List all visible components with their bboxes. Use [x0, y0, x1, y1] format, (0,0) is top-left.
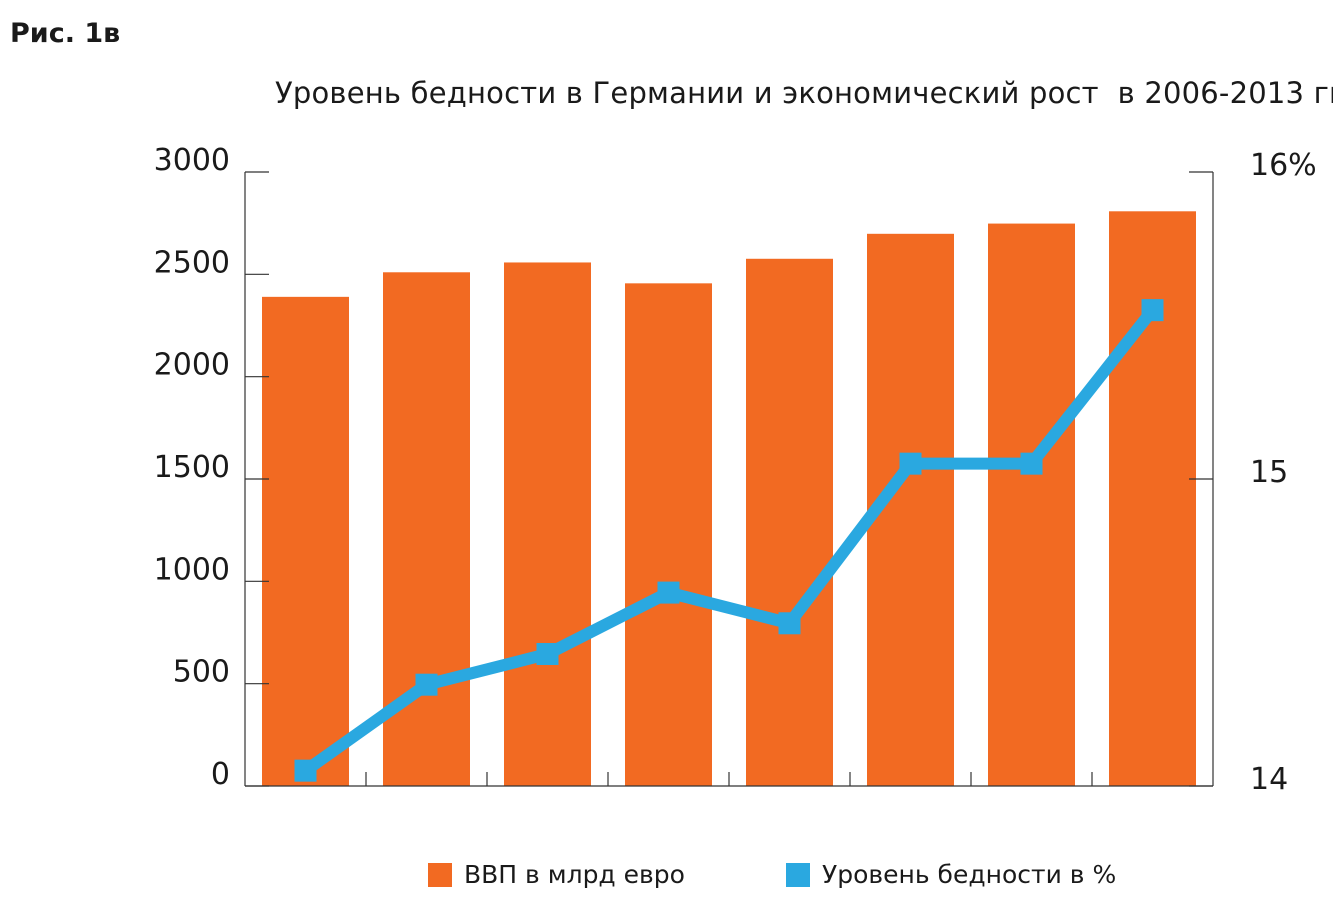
left-tick-label-0: 0 — [211, 757, 230, 792]
poverty-point-6 — [1020, 452, 1043, 475]
legend-swatch-poverty — [786, 862, 810, 887]
figure-label: Рис. 1в — [10, 18, 121, 49]
left-tick-label-5: 2500 — [154, 245, 230, 280]
left-tick-label-4: 2000 — [154, 348, 230, 383]
left-tick-label-2: 1000 — [154, 552, 230, 587]
left-tick-label-1: 500 — [173, 655, 230, 690]
poverty-line — [302, 306, 1158, 776]
right-tick-label-1: 15 — [1250, 455, 1288, 490]
bar-7 — [1109, 211, 1196, 786]
legend-item-poverty: Уровень бедности в % — [786, 860, 1116, 889]
legend-swatch-gdp — [428, 862, 452, 887]
bar-3 — [625, 283, 712, 786]
left-tick-label-3: 1500 — [154, 450, 230, 485]
legend-label-gdp: ВВП в млрд евро — [464, 860, 685, 889]
bar-2 — [504, 262, 591, 787]
poverty-point-4 — [778, 612, 801, 635]
legend-label-poverty: Уровень бедности в % — [822, 860, 1117, 889]
poverty-point-7 — [1141, 299, 1164, 322]
legend-item-gdp: ВВП в млрд евро — [428, 860, 685, 889]
axes-layer: 0 500 1000 1500 2000 2500 3000 14 15 16% — [154, 143, 1317, 797]
bar-0 — [262, 296, 349, 786]
poverty-point-1 — [415, 673, 438, 696]
bar-6 — [988, 223, 1075, 787]
left-tick-label-6: 3000 — [154, 143, 230, 178]
bar-4 — [746, 258, 833, 786]
line-layer — [294, 299, 1164, 782]
bars-layer — [262, 211, 1196, 787]
chart-title: Уровень бедности в Германии и экономичес… — [275, 76, 1333, 110]
poverty-point-2 — [536, 642, 559, 665]
right-tick-label-0: 14 — [1250, 762, 1288, 797]
poverty-point-0 — [294, 759, 317, 782]
poverty-point-5 — [899, 452, 922, 475]
right-tick-label-2: 16% — [1250, 148, 1317, 183]
poverty-point-3 — [657, 581, 680, 604]
